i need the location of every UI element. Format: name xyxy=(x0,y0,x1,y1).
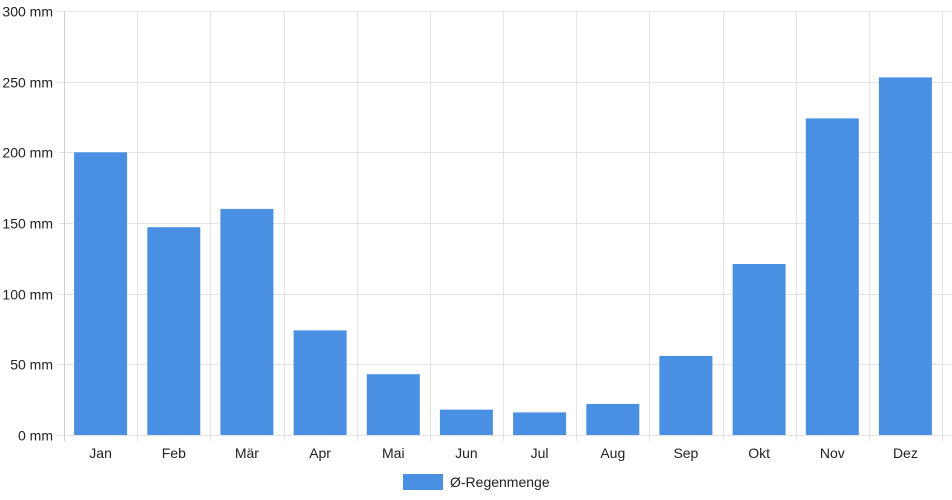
grid-lines xyxy=(58,11,952,441)
x-tick-label: Nov xyxy=(820,445,845,461)
legend-swatch xyxy=(403,474,443,490)
bar[interactable] xyxy=(439,409,493,435)
bar[interactable] xyxy=(147,227,201,435)
y-tick-label: 300 mm xyxy=(2,4,53,20)
axes: 0 mm 50 mm 100 mm 150 mm 200 mm 250 mm 300 mm J… xyxy=(2,4,917,462)
bar[interactable] xyxy=(805,118,859,436)
x-tick-label: Mär xyxy=(235,445,259,461)
bar[interactable] xyxy=(513,412,567,435)
x-tick-label: Apr xyxy=(309,445,331,461)
x-tick-label: Okt xyxy=(748,445,770,461)
x-tick-label: Aug xyxy=(600,445,625,461)
bar[interactable] xyxy=(74,152,128,436)
bar-series xyxy=(74,77,932,436)
bar[interactable] xyxy=(732,264,786,435)
x-tick-label: Mai xyxy=(382,445,405,461)
legend: Ø-Regenmenge xyxy=(403,474,550,490)
y-tick-label: 200 mm xyxy=(2,145,53,161)
bar[interactable] xyxy=(878,77,932,436)
x-tick-label: Jun xyxy=(455,445,478,461)
bar[interactable] xyxy=(659,355,713,435)
bar[interactable] xyxy=(366,374,420,435)
bar[interactable] xyxy=(293,330,347,435)
y-tick-label: 50 mm xyxy=(10,357,53,373)
legend-label: Ø-Regenmenge xyxy=(450,474,550,490)
x-tick-label: Jul xyxy=(531,445,549,461)
y-tick-label: 250 mm xyxy=(2,75,53,91)
x-tick-label: Dez xyxy=(893,445,918,461)
y-tick-label: 100 mm xyxy=(2,287,53,303)
x-tick-label: Jan xyxy=(89,445,112,461)
bar[interactable] xyxy=(220,208,274,435)
x-tick-label: Feb xyxy=(162,445,186,461)
y-tick-label: 150 mm xyxy=(2,216,53,232)
x-tick-label: Sep xyxy=(673,445,698,461)
bar[interactable] xyxy=(586,403,640,435)
y-tick-label: 0 mm xyxy=(18,428,53,444)
